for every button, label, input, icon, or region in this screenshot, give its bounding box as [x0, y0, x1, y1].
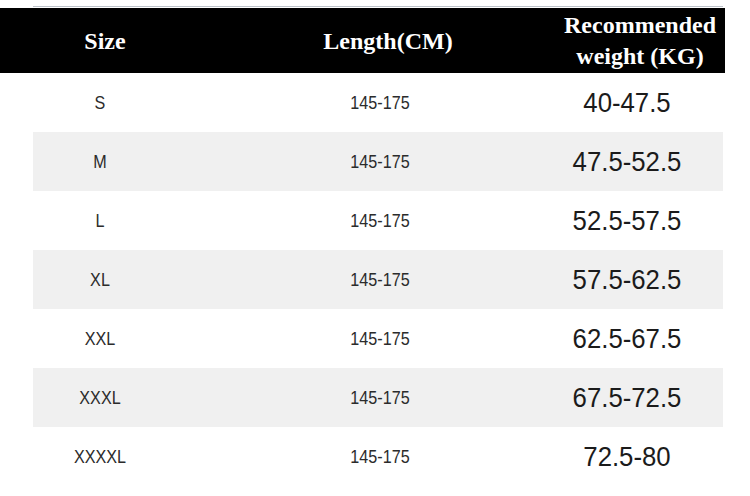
weight-cell: 52.5-57.5	[573, 205, 682, 237]
length-cell: 145-175	[350, 269, 409, 291]
size-cell: S	[95, 92, 106, 114]
header-cell-length: Length(CM)	[323, 27, 452, 54]
table-row: XXXL 145-175 67.5-72.5	[33, 368, 723, 427]
table-row: L 145-175 52.5-57.5	[33, 191, 723, 250]
table-row: XXXXL 145-175 72.5-80	[33, 427, 723, 486]
size-table-header: Size Length(CM) Recommended weight (KG)	[0, 8, 725, 73]
table-row: M 145-175 47.5-52.5	[33, 132, 723, 191]
length-cell: 145-175	[350, 151, 409, 173]
length-cell: 145-175	[350, 328, 409, 350]
header-cell-size: Size	[84, 27, 125, 54]
table-row: XXL 145-175 62.5-67.5	[33, 309, 723, 368]
weight-cell: 62.5-67.5	[573, 323, 682, 355]
size-cell: XL	[90, 269, 110, 291]
size-cell: XXXXL	[74, 446, 126, 468]
length-cell: 145-175	[350, 92, 409, 114]
weight-cell: 40-47.5	[583, 87, 670, 119]
size-table-body: S 145-175 40-47.5 M 145-175 47.5-52.5 L …	[33, 73, 723, 486]
table-row: XL 145-175 57.5-62.5	[33, 250, 723, 309]
weight-cell: 72.5-80	[583, 441, 670, 473]
header-cell-weight: Recommended weight (KG)	[538, 10, 743, 72]
size-cell: L	[96, 210, 105, 232]
weight-cell: 67.5-72.5	[573, 382, 682, 414]
length-cell: 145-175	[350, 210, 409, 232]
size-cell: XXXL	[79, 387, 120, 409]
length-cell: 145-175	[350, 387, 409, 409]
weight-cell: 47.5-52.5	[573, 146, 682, 178]
table-top-rule	[33, 6, 723, 7]
weight-cell: 57.5-62.5	[573, 264, 682, 296]
table-row: S 145-175 40-47.5	[33, 73, 723, 132]
size-cell: XXL	[85, 328, 116, 350]
length-cell: 145-175	[350, 446, 409, 468]
size-cell: M	[93, 151, 106, 173]
